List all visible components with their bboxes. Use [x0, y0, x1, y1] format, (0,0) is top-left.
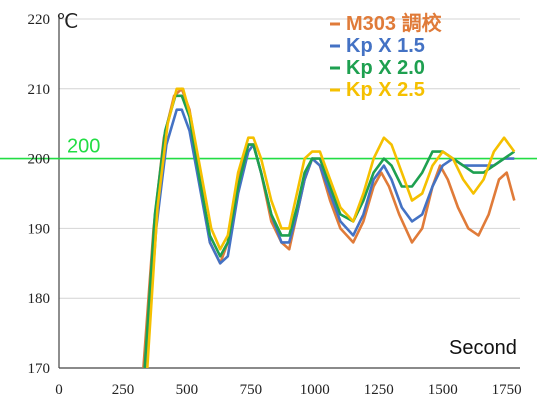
series-line — [144, 108, 515, 368]
legend-entry: Kp X 1.5 — [346, 35, 425, 57]
x-tick-label: 0 — [55, 382, 63, 398]
tick-labels: 170 180 190 200 210 220 0 250 500 750 1000 1250 1500… — [28, 12, 522, 398]
y-tick-label: 210 — [28, 82, 51, 98]
y-tick-label: 220 — [28, 12, 51, 28]
x-tick-label: 1750 — [492, 382, 522, 398]
x-tick-label: 1500 — [428, 382, 458, 398]
x-axis-label: Second — [449, 337, 517, 359]
x-tick-label: 500 — [176, 382, 199, 398]
legend-entry: M303 調校 — [346, 11, 443, 35]
x-tick-label: 1000 — [300, 382, 330, 398]
y-tick-label: 180 — [28, 291, 51, 307]
y-tick-label: 170 — [28, 361, 51, 377]
series-line — [146, 87, 516, 368]
legend-entry: Kp X 2.0 — [346, 57, 425, 79]
reference-line-label: 200 — [67, 136, 100, 158]
series-lines — [142, 87, 516, 368]
reference-line-group: 200 — [0, 136, 537, 160]
y-tick-label: 190 — [28, 221, 51, 237]
x-tick-label: 750 — [240, 382, 263, 398]
legend-entry: Kp X 2.5 — [346, 79, 425, 101]
unit-label: ℃ — [56, 11, 78, 33]
axes — [58, 15, 520, 369]
x-tick-label: 1250 — [364, 382, 394, 398]
series-line — [143, 94, 516, 368]
y-tick-label: 200 — [28, 152, 51, 168]
x-tick-label: 250 — [112, 382, 135, 398]
